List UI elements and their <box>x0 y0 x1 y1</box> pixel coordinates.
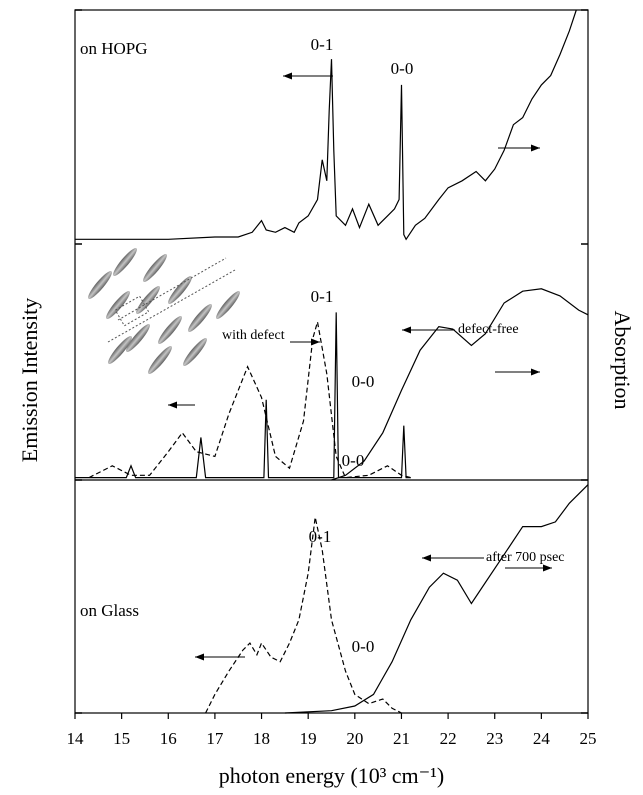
annotation: 0-1 <box>311 35 334 54</box>
annotation: 0-0 <box>352 637 375 656</box>
x-tick-label: 19 <box>300 729 317 748</box>
annotation: 0-1 <box>309 527 332 546</box>
annotation: on Glass <box>80 601 139 620</box>
spectrum-line <box>331 288 589 481</box>
y2-axis-label: Absorption <box>610 311 635 410</box>
x-tick-label: 20 <box>346 729 363 748</box>
x-tick-label: 25 <box>580 729 597 748</box>
x-tick-label: 23 <box>486 729 503 748</box>
annotation: 0-1 <box>311 287 334 306</box>
x-tick-label: 24 <box>533 729 551 748</box>
x-tick-label: 21 <box>393 729 410 748</box>
arrow-head <box>422 554 431 562</box>
arrow-head <box>543 564 552 572</box>
arrow-head <box>402 326 411 334</box>
annotation: 0-0 <box>391 59 414 78</box>
arrow-head <box>531 368 540 376</box>
arrow-head <box>283 72 292 80</box>
x-tick-label: 15 <box>113 729 130 748</box>
spectrum-line <box>75 9 577 241</box>
x-tick-label: 17 <box>206 729 224 748</box>
molecule-inset <box>88 247 240 375</box>
arrow-head <box>531 144 540 152</box>
spectrum-line <box>205 517 402 714</box>
x-tick-label: 18 <box>253 729 270 748</box>
annotation: 0-0 <box>352 372 375 391</box>
arrow-head <box>311 338 320 346</box>
spectrum-line <box>75 312 411 479</box>
arrow-head <box>168 401 177 409</box>
y-axis-label: Emission Intensity <box>17 298 42 462</box>
annotation: defect-free <box>458 322 519 337</box>
plot-frame <box>74 9 589 714</box>
x-tick-label: 14 <box>67 729 85 748</box>
x-tick-label: 16 <box>160 729 177 748</box>
x-axis-label: photon energy (10³ cm⁻¹) <box>219 763 444 788</box>
arrow-head <box>195 653 204 661</box>
annotation: 0-0 <box>342 451 365 470</box>
annotation: after 700 psec <box>486 550 565 565</box>
spectrum-line <box>284 484 589 714</box>
annotation: with defect <box>222 328 285 343</box>
inset-lines <box>107 257 236 343</box>
annotation: on HOPG <box>80 39 148 58</box>
x-tick-label: 22 <box>440 729 457 748</box>
